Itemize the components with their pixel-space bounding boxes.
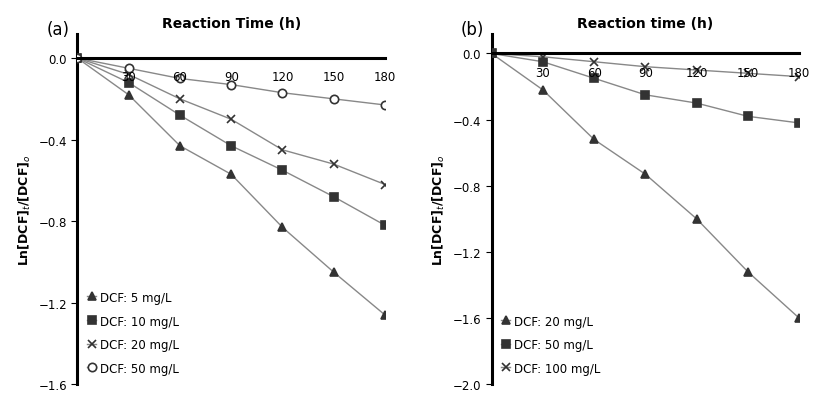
DCF: 100 mg/L: (180, -0.14): 100 mg/L: (180, -0.14) (794, 75, 804, 80)
DCF: 50 mg/L: (180, -0.23): 50 mg/L: (180, -0.23) (380, 103, 390, 108)
DCF: 5 mg/L: (0, 0): 5 mg/L: (0, 0) (73, 56, 83, 61)
DCF: 20 mg/L: (90, -0.73): 20 mg/L: (90, -0.73) (640, 172, 650, 177)
DCF: 20 mg/L: (60, -0.52): 20 mg/L: (60, -0.52) (589, 138, 599, 143)
Text: (b): (b) (461, 20, 484, 38)
DCF: 10 mg/L: (90, -0.43): 10 mg/L: (90, -0.43) (227, 144, 237, 149)
Line: DCF: 20 mg/L: DCF: 20 mg/L (74, 55, 390, 189)
DCF: 50 mg/L: (150, -0.38): 50 mg/L: (150, -0.38) (743, 115, 753, 119)
Line: DCF: 50 mg/L: DCF: 50 mg/L (74, 55, 390, 110)
Text: 180: 180 (788, 67, 810, 79)
DCF: 5 mg/L: (150, -1.05): 5 mg/L: (150, -1.05) (329, 270, 339, 275)
DCF: 20 mg/L: (120, -0.45): 20 mg/L: (120, -0.45) (278, 148, 288, 153)
DCF: 10 mg/L: (150, -0.68): 10 mg/L: (150, -0.68) (329, 195, 339, 200)
DCF: 50 mg/L: (90, -0.25): 50 mg/L: (90, -0.25) (640, 93, 650, 98)
DCF: 50 mg/L: (120, -0.3): 50 mg/L: (120, -0.3) (691, 101, 701, 106)
DCF: 50 mg/L: (150, -0.2): 50 mg/L: (150, -0.2) (329, 97, 339, 102)
DCF: 50 mg/L: (0, 0): 50 mg/L: (0, 0) (486, 52, 496, 57)
DCF: 20 mg/L: (60, -0.2): 20 mg/L: (60, -0.2) (175, 97, 185, 102)
DCF: 20 mg/L: (30, -0.22): 20 mg/L: (30, -0.22) (538, 88, 547, 93)
Text: 90: 90 (224, 71, 239, 84)
DCF: 20 mg/L: (120, -1): 20 mg/L: (120, -1) (691, 217, 701, 222)
DCF: 20 mg/L: (150, -1.32): 20 mg/L: (150, -1.32) (743, 270, 753, 274)
DCF: 5 mg/L: (120, -0.83): 5 mg/L: (120, -0.83) (278, 225, 288, 230)
Text: (a): (a) (46, 20, 69, 38)
Text: 30: 30 (535, 67, 550, 79)
DCF: 5 mg/L: (90, -0.57): 5 mg/L: (90, -0.57) (227, 173, 237, 178)
DCF: 50 mg/L: (0, 0): 50 mg/L: (0, 0) (73, 56, 83, 61)
Text: 60: 60 (586, 67, 601, 79)
DCF: 50 mg/L: (30, -0.05): 50 mg/L: (30, -0.05) (538, 60, 547, 65)
DCF: 100 mg/L: (150, -0.12): 100 mg/L: (150, -0.12) (743, 72, 753, 76)
DCF: 20 mg/L: (180, -1.6): 20 mg/L: (180, -1.6) (794, 316, 804, 321)
Title: Reaction time (h): Reaction time (h) (577, 17, 714, 31)
DCF: 5 mg/L: (60, -0.43): 5 mg/L: (60, -0.43) (175, 144, 185, 149)
Text: 120: 120 (271, 71, 294, 84)
DCF: 20 mg/L: (150, -0.52): 20 mg/L: (150, -0.52) (329, 162, 339, 167)
Text: 150: 150 (737, 67, 759, 79)
DCF: 50 mg/L: (60, -0.1): 50 mg/L: (60, -0.1) (175, 77, 185, 82)
Y-axis label: Ln[DCF]$_t$/[DCF]$_o$: Ln[DCF]$_t$/[DCF]$_o$ (431, 154, 447, 265)
DCF: 100 mg/L: (90, -0.08): 100 mg/L: (90, -0.08) (640, 65, 650, 70)
DCF: 100 mg/L: (60, -0.05): 100 mg/L: (60, -0.05) (589, 60, 599, 65)
DCF: 50 mg/L: (30, -0.05): 50 mg/L: (30, -0.05) (124, 67, 134, 72)
Line: DCF: 50 mg/L: DCF: 50 mg/L (487, 50, 803, 128)
DCF: 100 mg/L: (30, -0.02): 100 mg/L: (30, -0.02) (538, 55, 547, 60)
DCF: 10 mg/L: (0, 0): 10 mg/L: (0, 0) (73, 56, 83, 61)
DCF: 100 mg/L: (0, 0): 100 mg/L: (0, 0) (486, 52, 496, 57)
Text: 150: 150 (323, 71, 345, 84)
Line: DCF: 10 mg/L: DCF: 10 mg/L (74, 55, 390, 230)
DCF: 10 mg/L: (60, -0.28): 10 mg/L: (60, -0.28) (175, 113, 185, 118)
DCF: 5 mg/L: (30, -0.18): 5 mg/L: (30, -0.18) (124, 93, 134, 98)
DCF: 20 mg/L: (180, -0.62): 20 mg/L: (180, -0.62) (380, 182, 390, 187)
DCF: 50 mg/L: (180, -0.42): 50 mg/L: (180, -0.42) (794, 121, 804, 126)
Text: 120: 120 (686, 67, 708, 79)
Line: DCF: 100 mg/L: DCF: 100 mg/L (487, 50, 803, 81)
DCF: 50 mg/L: (90, -0.13): 50 mg/L: (90, -0.13) (227, 83, 237, 88)
Legend: DCF: 20 mg/L, DCF: 50 mg/L, DCF: 100 mg/L: DCF: 20 mg/L, DCF: 50 mg/L, DCF: 100 mg/… (498, 311, 604, 378)
DCF: 20 mg/L: (90, -0.3): 20 mg/L: (90, -0.3) (227, 117, 237, 122)
Y-axis label: Ln[DCF]$_t$/[DCF]$_o$: Ln[DCF]$_t$/[DCF]$_o$ (17, 154, 33, 265)
DCF: 10 mg/L: (120, -0.55): 10 mg/L: (120, -0.55) (278, 169, 288, 173)
DCF: 20 mg/L: (0, 0): 20 mg/L: (0, 0) (486, 52, 496, 57)
DCF: 50 mg/L: (120, -0.17): 50 mg/L: (120, -0.17) (278, 91, 288, 96)
DCF: 5 mg/L: (180, -1.26): 5 mg/L: (180, -1.26) (380, 313, 390, 318)
Line: DCF: 20 mg/L: DCF: 20 mg/L (487, 50, 803, 323)
DCF: 20 mg/L: (0, 0): 20 mg/L: (0, 0) (73, 56, 83, 61)
Title: Reaction Time (h): Reaction Time (h) (161, 17, 301, 31)
Text: 60: 60 (173, 71, 188, 84)
DCF: 50 mg/L: (60, -0.15): 50 mg/L: (60, -0.15) (589, 76, 599, 81)
Text: 30: 30 (122, 71, 136, 84)
Line: DCF: 5 mg/L: DCF: 5 mg/L (74, 55, 390, 319)
DCF: 10 mg/L: (180, -0.82): 10 mg/L: (180, -0.82) (380, 223, 390, 228)
Legend: DCF: 5 mg/L, DCF: 10 mg/L, DCF: 20 mg/L, DCF: 50 mg/L: DCF: 5 mg/L, DCF: 10 mg/L, DCF: 20 mg/L,… (84, 288, 182, 378)
Text: 180: 180 (374, 71, 396, 84)
Text: 90: 90 (638, 67, 653, 79)
DCF: 10 mg/L: (30, -0.12): 10 mg/L: (30, -0.12) (124, 81, 134, 86)
DCF: 100 mg/L: (120, -0.1): 100 mg/L: (120, -0.1) (691, 68, 701, 73)
DCF: 20 mg/L: (30, -0.08): 20 mg/L: (30, -0.08) (124, 73, 134, 78)
